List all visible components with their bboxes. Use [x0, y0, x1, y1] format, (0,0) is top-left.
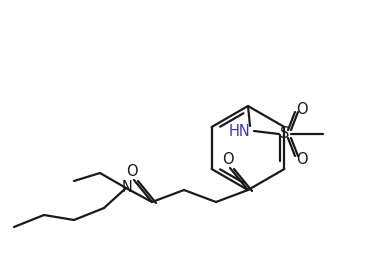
Text: O: O — [296, 101, 308, 116]
Text: O: O — [296, 152, 308, 167]
Text: N: N — [122, 181, 132, 196]
Text: O: O — [126, 163, 138, 178]
Text: O: O — [222, 152, 234, 167]
Text: HN: HN — [229, 124, 251, 139]
Text: S: S — [280, 126, 290, 142]
